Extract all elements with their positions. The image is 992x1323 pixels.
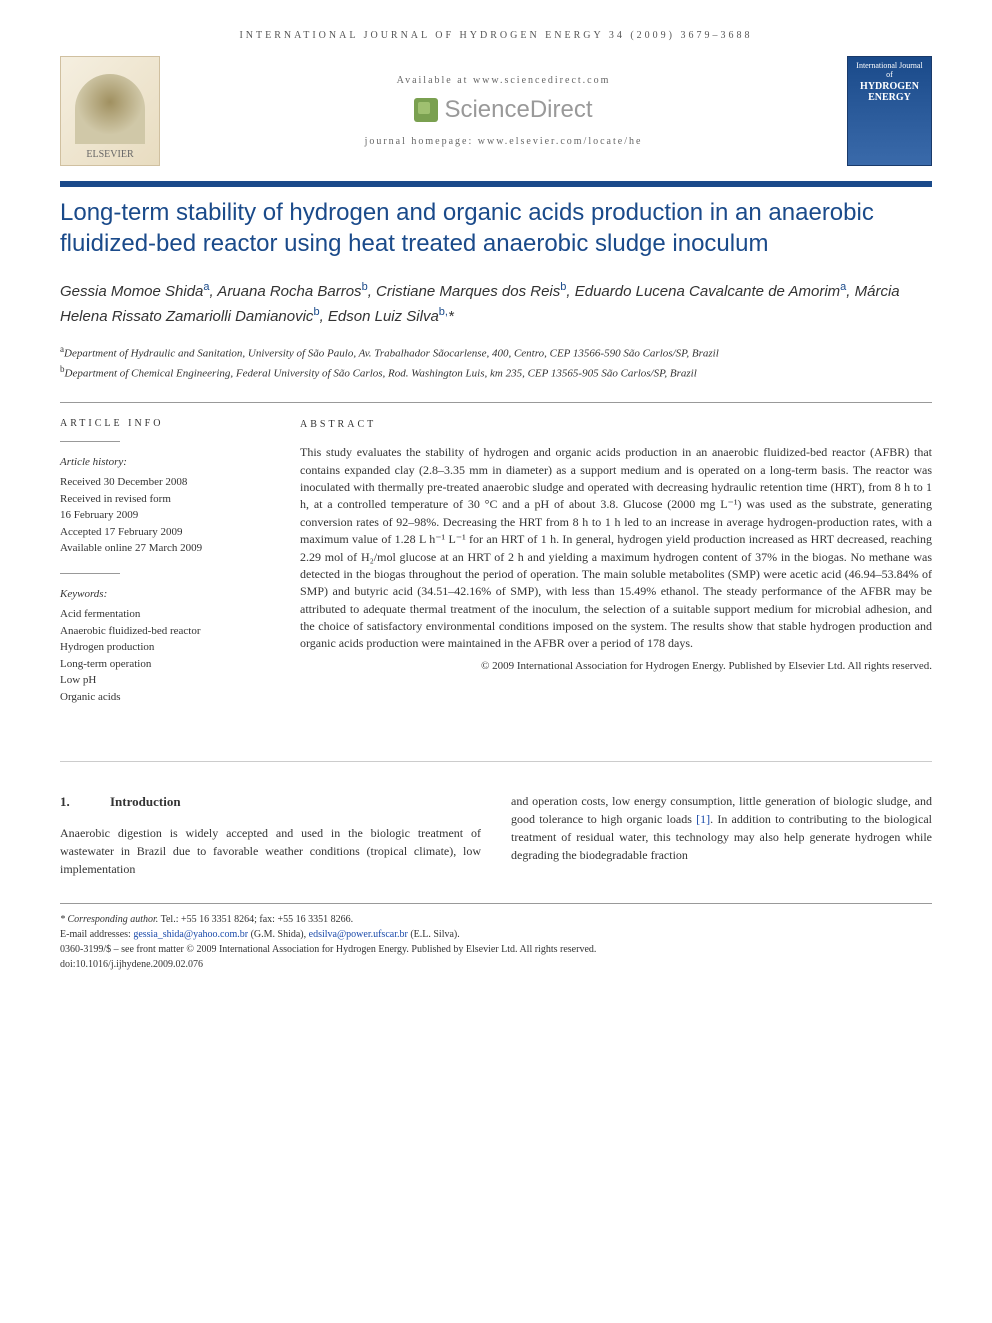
affiliation-a: aDepartment of Hydraulic and Sanitation,…: [60, 343, 932, 362]
elsevier-logo: ELSEVIER: [60, 56, 160, 166]
header-box: ELSEVIER Available at www.sciencedirect.…: [60, 56, 932, 166]
footer: * Corresponding author. Tel.: +55 16 335…: [60, 903, 932, 972]
section-number: 1.: [60, 792, 110, 812]
issn-line: 0360-3199/$ – see front matter © 2009 In…: [60, 942, 932, 957]
keywords-block: Keywords: Acid fermentationAnaerobic flu…: [60, 586, 270, 706]
sciencedirect-icon: [414, 98, 438, 122]
history-line: Available online 27 March 2009: [60, 540, 270, 557]
affiliation-a-text: Department of Hydraulic and Sanitation, …: [64, 348, 719, 360]
journal-cover: International Journal of HYDROGEN ENERGY: [847, 56, 932, 166]
sciencedirect-logo: ScienceDirect: [160, 96, 847, 124]
intro-paragraph-1: Anaerobic digestion is widely accepted a…: [60, 824, 481, 878]
abstract-heading: ABSTRACT: [300, 418, 932, 433]
affiliation-b-text: Department of Chemical Engineering, Fede…: [65, 367, 697, 379]
article-history: Article history: Received 30 December 20…: [60, 454, 270, 557]
article-info: ARTICLE INFO Article history: Received 3…: [60, 418, 270, 722]
keywords-label: Keywords:: [60, 586, 270, 603]
cover-main: HYDROGEN ENERGY: [852, 81, 927, 103]
keyword: Low pH: [60, 672, 270, 689]
elsevier-label: ELSEVIER: [86, 149, 133, 160]
article-title: Long-term stability of hydrogen and orga…: [60, 197, 932, 259]
cover-top: International Journal of: [852, 61, 927, 79]
email-link-2[interactable]: edsilva@power.ufscar.br: [309, 929, 408, 940]
divider: [60, 402, 932, 403]
history-line: 16 February 2009: [60, 507, 270, 524]
section-divider: [60, 761, 932, 762]
history-line: Accepted 17 February 2009: [60, 524, 270, 541]
doi-line: doi:10.1016/j.ijhydene.2009.02.076: [60, 957, 932, 972]
body-columns: 1.Introduction Anaerobic digestion is wi…: [60, 792, 932, 878]
keyword: Organic acids: [60, 689, 270, 706]
reference-link[interactable]: [1]: [696, 812, 710, 826]
abstract-text: This study evaluates the stability of hy…: [300, 444, 932, 653]
body-col-left: 1.Introduction Anaerobic digestion is wi…: [60, 792, 481, 878]
corresponding-contact: Tel.: +55 16 3351 8264; fax: +55 16 3351…: [158, 914, 353, 925]
email2-name: (E.L. Silva).: [408, 929, 460, 940]
keyword: Acid fermentation: [60, 606, 270, 623]
email-link-1[interactable]: gessia_shida@yahoo.com.br: [133, 929, 248, 940]
keyword: Hydrogen production: [60, 639, 270, 656]
info-separator: [60, 573, 120, 574]
title-bar: [60, 181, 932, 187]
email1-name: (G.M. Shida),: [248, 929, 309, 940]
email-line: E-mail addresses: gessia_shida@yahoo.com…: [60, 927, 932, 942]
abstract-copyright: © 2009 International Association for Hyd…: [300, 659, 932, 675]
affiliations: aDepartment of Hydraulic and Sanitation,…: [60, 343, 932, 381]
available-at-text: Available at www.sciencedirect.com: [160, 75, 847, 86]
section-heading-intro: 1.Introduction: [60, 792, 481, 812]
elsevier-tree-icon: [75, 74, 145, 144]
abstract: ABSTRACT This study evaluates the stabil…: [300, 418, 932, 722]
center-header: Available at www.sciencedirect.com Scien…: [160, 75, 847, 147]
info-separator: [60, 441, 120, 442]
keyword: Anaerobic fluidized-bed reactor: [60, 623, 270, 640]
info-abstract-row: ARTICLE INFO Article history: Received 3…: [60, 418, 932, 722]
sciencedirect-text: ScienceDirect: [444, 96, 592, 124]
article-info-heading: ARTICLE INFO: [60, 418, 270, 429]
keyword: Long-term operation: [60, 656, 270, 673]
history-line: Received in revised form: [60, 491, 270, 508]
history-line: Received 30 December 2008: [60, 474, 270, 491]
intro-paragraph-2: and operation costs, low energy consumpt…: [511, 792, 932, 864]
history-label: Article history:: [60, 454, 270, 471]
affiliation-b: bDepartment of Chemical Engineering, Fed…: [60, 363, 932, 382]
section-title: Introduction: [110, 794, 181, 809]
corresponding-label: * Corresponding author.: [60, 914, 158, 925]
corresponding-author: * Corresponding author. Tel.: +55 16 335…: [60, 912, 932, 927]
journal-reference: INTERNATIONAL JOURNAL OF HYDROGEN ENERGY…: [60, 30, 932, 41]
email-label: E-mail addresses:: [60, 929, 133, 940]
journal-homepage: journal homepage: www.elsevier.com/locat…: [160, 136, 847, 147]
authors: Gessia Momoe Shidaa, Aruana Rocha Barros…: [60, 279, 932, 328]
body-col-right: and operation costs, low energy consumpt…: [511, 792, 932, 878]
